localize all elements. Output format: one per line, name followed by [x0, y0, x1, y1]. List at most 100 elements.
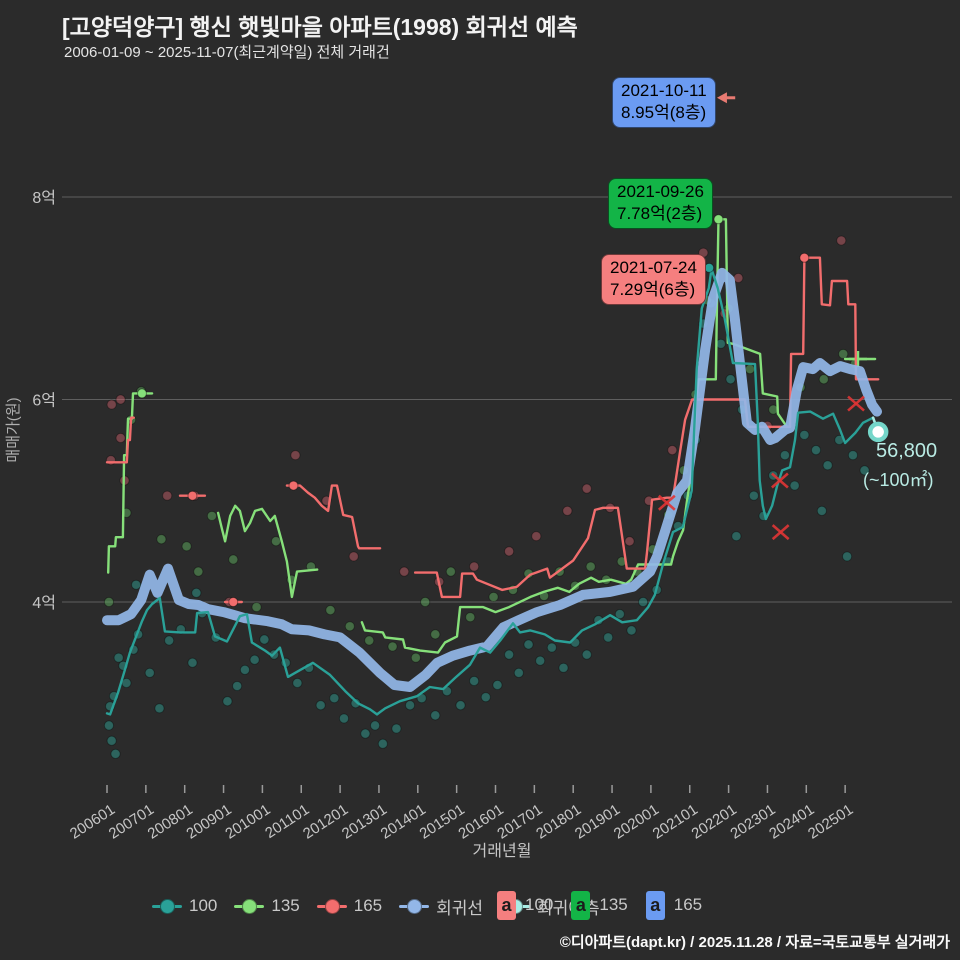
series-line-회귀선 — [102, 267, 882, 692]
y-tick-6억: 6억 — [32, 392, 56, 410]
scatter-100-point — [731, 531, 742, 542]
scatter-100-point — [558, 662, 569, 673]
legend-item-100[interactable]: 100 — [152, 896, 217, 916]
scatter-100-point — [106, 735, 117, 746]
scatter-100-point — [638, 596, 649, 608]
legend-item-165[interactable]: 165 — [316, 896, 383, 916]
scatter-100-point — [338, 713, 350, 724]
legend-item-reg[interactable]: 회귀선 — [399, 894, 483, 919]
scatter-100-point — [144, 667, 155, 678]
scatter-100-point — [626, 625, 637, 636]
annotation-record-100: 2021-07-24 7.29억(6층) — [601, 254, 706, 305]
scatter-135-point — [193, 566, 204, 577]
cancel-x-icon — [657, 494, 676, 511]
legend-marker-dot — [407, 898, 423, 914]
legend-label-reg: 회귀선 — [436, 898, 484, 918]
scatter-100-point — [222, 696, 233, 707]
scatter-100-point — [455, 700, 466, 711]
legend-areabox-a165[interactable]: a — [645, 890, 665, 920]
legend-marker-165-icon — [316, 898, 347, 914]
annotation-record-135: 2021-09-26 7.78억(2층) — [608, 178, 713, 229]
scatter-100-point — [315, 700, 326, 711]
legend-marker-135-icon — [234, 898, 265, 914]
legend-areabox-a100[interactable]: a — [497, 890, 516, 920]
scatter-165-point — [581, 483, 592, 494]
scatter-100-point — [187, 657, 198, 668]
series-dot-135 — [713, 214, 724, 225]
scatter-100-point — [789, 480, 800, 491]
scatter-135-point — [344, 621, 355, 632]
series-dot-165 — [799, 252, 810, 263]
legend-marker-reg-icon — [399, 898, 430, 914]
legend-area-series: a 100 a 135 a 165 — [497, 886, 720, 924]
legend-label-135: 135 — [271, 896, 300, 915]
page-subtitle: 2006-01-09 ~ 2025-11-07(최근계약일) 전체 거래건 — [64, 44, 390, 61]
scatter-135-point — [420, 596, 431, 608]
scatter-165-point — [503, 546, 515, 557]
scatter-100-point — [430, 710, 441, 721]
x-tick-202501: 202501 — [805, 801, 856, 843]
scatter-165-point — [624, 536, 635, 547]
scatter-100-point — [164, 635, 175, 646]
annotation-record-100-price: 7.29억(6층) — [610, 280, 696, 299]
scatter-135-point — [325, 605, 336, 616]
scatter-135-point — [251, 601, 262, 613]
legend-arealabel-a165: 165 — [673, 895, 703, 914]
series-line-135 — [106, 392, 154, 574]
legend-label-165: 165 — [353, 896, 383, 915]
scatter-100-point — [110, 748, 121, 759]
scatter-135-point — [585, 561, 596, 572]
scatter-100-point — [404, 700, 416, 711]
legend-label-100: 100 — [189, 896, 218, 915]
scatter-135-point — [818, 374, 829, 385]
series-dot-135 — [136, 388, 147, 399]
scatter-165-point — [733, 272, 744, 284]
scatter-165-point — [115, 394, 126, 405]
scatter-165-point — [115, 432, 126, 444]
scatter-165-point — [106, 399, 117, 410]
legend-item-135[interactable]: 135 — [234, 896, 300, 916]
scatter-100-point — [859, 465, 870, 476]
series-line-135 — [216, 504, 319, 599]
scatter-100-point — [292, 677, 303, 689]
scatter-135-point — [430, 629, 441, 640]
cancel-x-icon — [771, 472, 789, 489]
scatter-100-point — [492, 679, 503, 691]
forecast-dot — [867, 421, 889, 443]
scatter-100-point — [725, 374, 736, 385]
legend-marker-dot — [242, 898, 258, 914]
scatter-165-point — [667, 445, 678, 456]
scatter-100-point — [748, 490, 759, 501]
legend-marker-dot — [324, 898, 340, 914]
scatter-100-point — [822, 460, 833, 471]
scatter-100-point — [249, 654, 260, 665]
legend-areabox-a135[interactable]: a — [571, 890, 591, 920]
scatter-135-point — [364, 635, 375, 646]
scatter-135-point — [103, 596, 115, 608]
scatter-100-point — [154, 703, 165, 714]
scatter-100-point — [603, 632, 614, 643]
scatter-100-point — [480, 692, 491, 703]
series-line-165 — [285, 484, 382, 550]
scatter-135-point — [838, 348, 849, 360]
annotation-record-135-price: 7.78억(2층) — [617, 204, 703, 223]
footer-credit: ©디아파트(dapt.kr) / 2025.11.28 / 자료=국토교통부 실… — [559, 934, 950, 951]
scatter-165-point — [290, 450, 301, 461]
x-axis-title: 거래년월 — [473, 842, 532, 860]
scatter-135-point — [206, 510, 217, 522]
scatter-135-point — [181, 541, 192, 552]
scatter-100-point — [799, 429, 810, 441]
scatter-100-point — [847, 450, 859, 461]
legend-arealabel-a135: 135 — [599, 895, 628, 914]
record-arrow-icon — [716, 92, 727, 104]
scatter-100-point — [377, 738, 388, 749]
series-line-165 — [413, 256, 880, 599]
scatter-100-point — [239, 664, 251, 675]
annotation-record-165-date: 2021-10-11 — [621, 81, 707, 100]
scatter-100-point — [546, 642, 557, 653]
scatter-100-point — [469, 675, 480, 687]
series-dot-165 — [288, 480, 299, 491]
cancel-x-icon — [847, 395, 865, 412]
scatter-100-point — [513, 667, 524, 678]
